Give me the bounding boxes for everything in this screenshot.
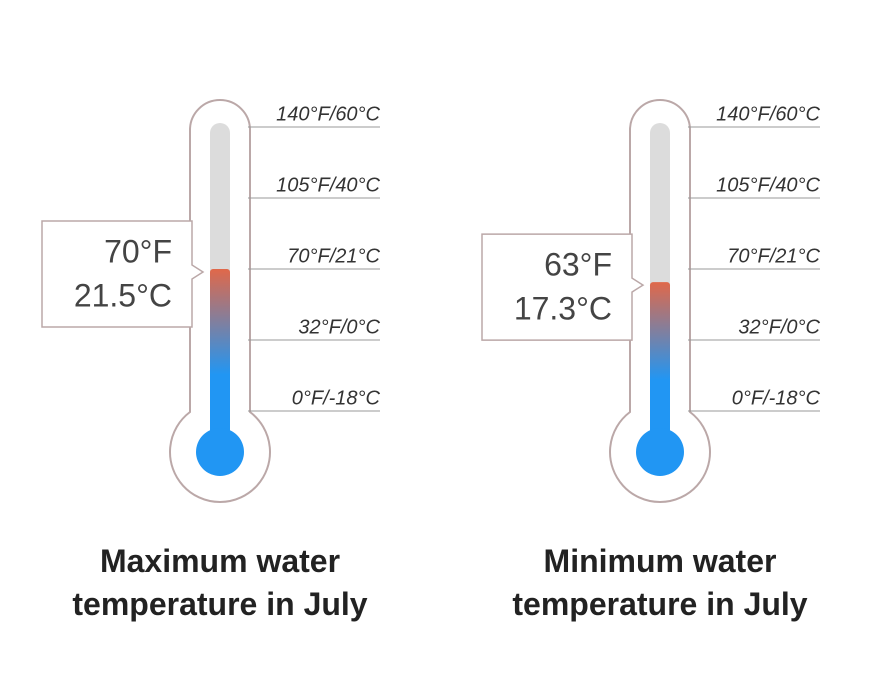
y-tick-label: 70°F/21°C <box>287 245 380 267</box>
y-tick-label: 0°F/-18°C <box>292 387 381 409</box>
value-label: 70°F <box>104 233 172 269</box>
value-label: 63°F <box>544 247 612 283</box>
y-tick-label: 70°F/21°C <box>727 245 820 267</box>
mercury <box>210 269 230 445</box>
bulb <box>636 428 684 476</box>
y-tick-label: 0°F/-18°C <box>732 387 821 409</box>
y-tick-label: 32°F/0°C <box>738 316 820 338</box>
chart-title: Maximum water temperature in July <box>72 543 368 622</box>
mercury <box>650 282 670 445</box>
bulb <box>196 428 244 476</box>
y-tick-label: 32°F/0°C <box>298 316 380 338</box>
value-label: 17.3°C <box>514 291 612 327</box>
chart-title: Minimum water temperature in July <box>512 543 808 622</box>
y-tick-label: 140°F/60°C <box>276 103 380 125</box>
value-label: 21.5°C <box>74 277 172 313</box>
y-tick-label: 105°F/40°C <box>716 174 820 196</box>
callout <box>41 220 205 328</box>
callout <box>481 233 645 341</box>
y-tick-label: 140°F/60°C <box>716 103 820 125</box>
y-tick-label: 105°F/40°C <box>276 174 380 196</box>
